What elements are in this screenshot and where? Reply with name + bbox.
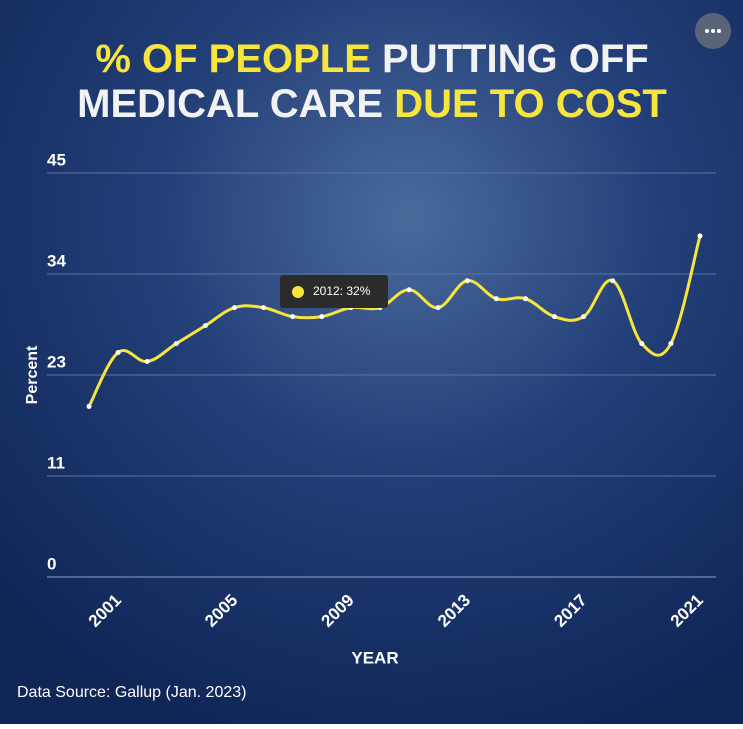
y-tick-label: 23 [47, 352, 66, 371]
data-point [261, 305, 267, 311]
data-point [290, 314, 296, 320]
tooltip-box [280, 275, 388, 308]
data-point [231, 305, 237, 311]
tooltip-text: 2012: 32% [313, 284, 371, 298]
title-part: PUTTING OFF [382, 37, 649, 81]
data-point [86, 403, 92, 409]
data-point [610, 278, 616, 284]
chart-title: MEDICAL CARE DUE TO COST [77, 82, 667, 126]
menu-button[interactable] [695, 13, 731, 49]
y-tick-label: 0 [47, 554, 56, 573]
y-tick-label: 34 [47, 251, 66, 270]
data-point [493, 296, 499, 302]
tooltip: 2012: 32% [280, 275, 388, 308]
data-point [406, 287, 412, 293]
tooltip-swatch [292, 286, 304, 298]
data-point [115, 350, 121, 356]
title-part: % OF PEOPLE [95, 37, 371, 81]
data-point [522, 296, 528, 302]
data-point [319, 314, 325, 320]
data-point [668, 341, 674, 347]
data-point [144, 359, 150, 365]
data-point [581, 314, 587, 320]
y-tick-label: 11 [47, 453, 65, 472]
data-point [552, 314, 558, 320]
source: Data Source: Gallup (Jan. 2023) [17, 684, 246, 701]
x-axis-label: YEAR [351, 648, 398, 667]
chart-title: % OF PEOPLE PUTTING OFF [95, 37, 648, 81]
title-part: DUE TO COST [394, 82, 667, 126]
y-tick-label: 45 [47, 150, 66, 169]
y-axis-label: Percent [24, 345, 41, 404]
line [87, 235, 702, 408]
data-point [173, 341, 179, 347]
data-point [697, 233, 703, 239]
title-part: MEDICAL CARE [77, 82, 383, 126]
data-point [464, 278, 470, 284]
data-point [435, 305, 441, 311]
data-point [202, 323, 208, 329]
data-point [639, 341, 645, 347]
